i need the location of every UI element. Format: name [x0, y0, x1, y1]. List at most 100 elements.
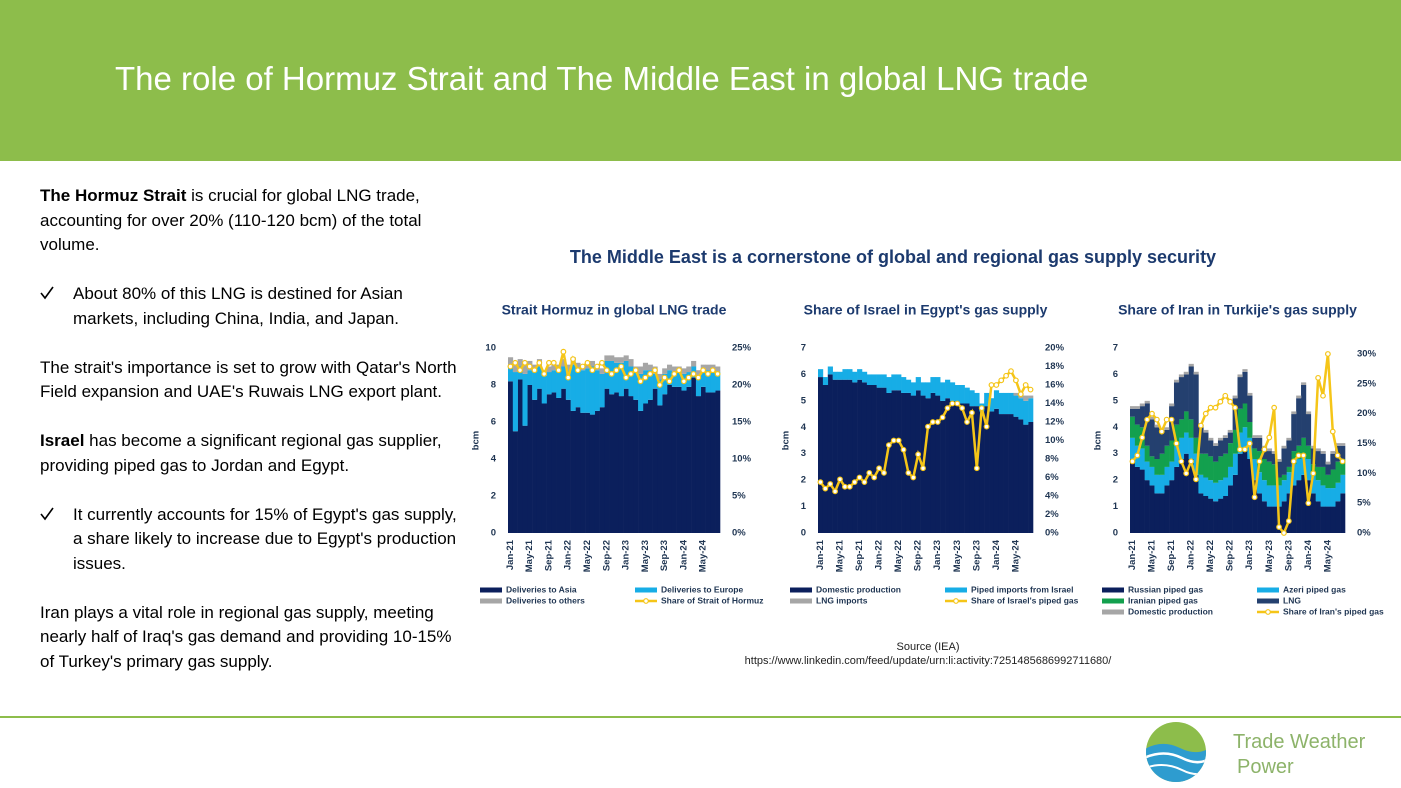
bar-segment	[1281, 474, 1287, 481]
bar-segment	[546, 366, 552, 373]
line-marker	[512, 359, 519, 366]
line-marker	[521, 359, 528, 366]
line-marker	[1329, 428, 1336, 435]
bar-segment	[852, 371, 858, 383]
legend-label: Deliveries to others	[506, 595, 585, 605]
line-marker	[507, 363, 514, 370]
bar-segment	[1003, 414, 1009, 533]
bar-segment	[1154, 459, 1160, 475]
line-marker	[541, 371, 548, 377]
figure: The Middle East is a cornerstone of glob…	[471, 247, 1384, 667]
bar-segment	[1330, 488, 1336, 507]
line-marker	[1246, 440, 1253, 447]
bar-segment	[1232, 453, 1238, 475]
bar-segment	[1271, 464, 1277, 486]
line-marker	[594, 363, 601, 370]
bar-segment	[565, 364, 571, 371]
line-marker	[978, 405, 985, 412]
y-axis-label: bcm	[471, 431, 482, 451]
line-marker	[1261, 446, 1268, 453]
bar-segment	[1237, 453, 1243, 533]
bar-segment	[585, 368, 591, 413]
bar-segment	[1203, 477, 1209, 496]
bar-segment	[1296, 459, 1302, 481]
bar-segment	[969, 406, 975, 533]
bar-segment	[1208, 480, 1214, 499]
x-tick-label: Sep-22	[1225, 540, 1236, 571]
x-tick-label: Sep-21	[854, 539, 865, 571]
x-tick-label: May-21	[1147, 539, 1158, 572]
bar-segment	[1208, 456, 1214, 481]
y2-tick-label: 30%	[1357, 348, 1377, 359]
y2-tick-label: 25%	[732, 343, 752, 354]
bar-segment	[940, 382, 946, 401]
y2-tick-label: 8%	[1045, 454, 1059, 465]
bar-segment	[1193, 374, 1199, 438]
chart-title: Share of Iran in Turkije's gas supply	[1118, 302, 1357, 318]
bar-segment	[1340, 443, 1346, 446]
x-tick-label: Jan-24	[678, 539, 689, 570]
bar-segment	[1217, 440, 1224, 457]
line-marker	[1134, 452, 1141, 459]
y-tick-label: 7	[1113, 343, 1118, 354]
bold-text: Israel	[40, 431, 85, 450]
bar-segment	[1320, 506, 1326, 533]
source: Source (IEA)	[897, 641, 960, 653]
bar-segment	[837, 379, 843, 533]
line-marker	[1022, 382, 1029, 388]
line-marker	[1339, 458, 1346, 465]
x-tick-label: Jan-22	[1186, 540, 1197, 570]
bar-segment	[1296, 398, 1302, 446]
line-marker	[1227, 398, 1234, 405]
bar-segment	[1301, 382, 1307, 385]
y2-tick-label: 12%	[1045, 417, 1065, 428]
bar-segment	[1227, 485, 1233, 533]
bar-segment	[522, 373, 528, 426]
check-item: It currently accounts for 15% of Egypt's…	[40, 503, 460, 577]
bar-segment	[1315, 466, 1321, 481]
bar-segment	[905, 379, 912, 393]
x-tick-label: Jan-21	[505, 539, 516, 570]
bar-segment	[1286, 472, 1292, 494]
line-marker	[895, 437, 902, 444]
x-tick-label: May-23	[1264, 540, 1275, 572]
y-tick-label: 3	[1113, 448, 1118, 459]
bar-segment	[891, 374, 897, 391]
bar-segment	[1159, 432, 1165, 454]
y2-tick-label: 10%	[1357, 468, 1377, 479]
bar-segment	[1188, 437, 1194, 459]
line-marker	[1163, 416, 1170, 423]
bar-segment	[1134, 408, 1141, 425]
line-marker	[574, 367, 581, 374]
line-marker	[1158, 428, 1165, 435]
bar-segment	[686, 366, 692, 373]
line-marker	[871, 474, 878, 481]
bar-segment	[989, 411, 995, 533]
legend-label: LNG imports	[816, 595, 868, 605]
bar-segment	[1330, 451, 1336, 454]
y-tick-label: 4	[1113, 422, 1119, 433]
bar-segment	[822, 377, 829, 385]
y-tick-label: 3	[801, 448, 806, 459]
line-marker	[876, 465, 882, 472]
bar-segment	[935, 395, 941, 533]
bar-segment	[1301, 474, 1307, 533]
bar-segment	[1310, 493, 1316, 533]
line-marker	[856, 474, 863, 481]
bar-segment	[1217, 456, 1224, 481]
bar-segment	[1340, 445, 1346, 459]
bar-segment	[1193, 474, 1199, 533]
line-marker	[555, 367, 562, 374]
source-url: https://www.linkedin.com/feed/update/urn…	[745, 655, 1113, 667]
bar-segment	[901, 377, 907, 393]
bar-segment	[570, 364, 576, 411]
legend-label: Deliveries to Europe	[661, 584, 743, 594]
bar-segment	[671, 386, 677, 533]
bar-segment	[705, 370, 711, 393]
bar-segment	[700, 386, 706, 533]
bar-segment	[1266, 451, 1273, 462]
bar-segment	[671, 366, 677, 373]
bar-segment	[1198, 453, 1204, 475]
line-marker	[1281, 530, 1287, 536]
line-marker	[1320, 392, 1326, 399]
